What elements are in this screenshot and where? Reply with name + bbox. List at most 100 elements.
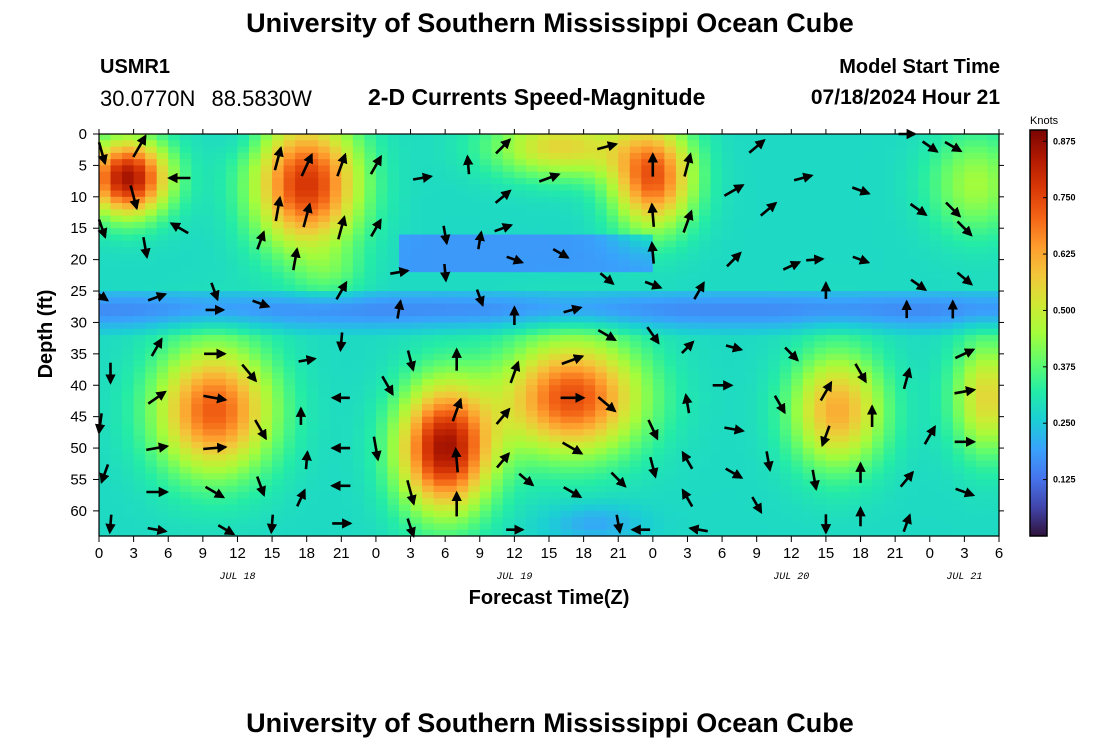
heatmap-cell [825, 190, 839, 198]
heatmap-cell [872, 297, 885, 305]
heatmap-cell [445, 492, 458, 499]
heatmap-cell [364, 159, 377, 167]
heatmap-cell [502, 353, 515, 361]
heatmap-cell [514, 152, 527, 160]
heatmap-cell [329, 429, 342, 437]
heatmap-cell [272, 448, 285, 455]
heatmap-cell [652, 529, 665, 537]
heatmap-cell [652, 140, 665, 148]
heatmap-cell [791, 517, 804, 525]
heatmap-cell [99, 460, 112, 468]
heatmap-cell [883, 322, 896, 330]
heatmap-cell [872, 190, 885, 198]
heatmap-cell [122, 309, 135, 317]
heatmap-cell [872, 391, 885, 399]
heatmap-cell [525, 291, 539, 298]
heatmap-cell [595, 492, 608, 499]
heatmap-cell [352, 291, 365, 298]
heatmap-cell [872, 517, 885, 525]
heatmap-cell [814, 328, 827, 336]
heatmap-cell [99, 397, 112, 405]
heatmap-cell [849, 152, 862, 160]
heatmap-cell [375, 215, 389, 223]
heatmap-cell [122, 322, 135, 330]
heatmap-cell [768, 429, 781, 437]
heatmap-cell [710, 391, 723, 399]
heatmap-cell [641, 448, 654, 455]
heatmap-cell [514, 221, 527, 229]
heatmap-cell [399, 335, 412, 342]
heatmap-cell [260, 510, 273, 518]
heatmap-cell [756, 466, 769, 474]
heatmap-cell [664, 134, 677, 141]
heatmap-cell [249, 159, 262, 167]
heatmap-cell [964, 466, 977, 474]
heatmap-cell [156, 416, 169, 424]
heatmap-cell [537, 479, 550, 487]
heatmap-cell [595, 215, 608, 223]
heatmap-cell [883, 517, 896, 525]
heatmap-cell [329, 272, 342, 280]
heatmap-cell [699, 523, 712, 531]
heatmap-cell [952, 291, 965, 298]
heatmap-cell [145, 460, 158, 468]
heatmap-cell [537, 460, 550, 468]
heatmap-cell [964, 391, 977, 399]
heatmap-cell [941, 372, 954, 380]
heatmap-cell [491, 177, 504, 185]
heatmap-cell [733, 196, 746, 204]
heatmap-cell [572, 140, 585, 148]
heatmap-cell [814, 504, 827, 512]
heatmap-cell [306, 259, 319, 267]
heatmap-cell [883, 460, 896, 468]
heatmap-cell [306, 221, 319, 229]
heatmap-cell [687, 353, 700, 361]
heatmap-cell [110, 272, 123, 280]
heatmap-cell [906, 517, 919, 525]
heatmap-cell [122, 466, 135, 474]
heatmap-cell [468, 347, 481, 355]
heatmap-cell [802, 422, 815, 430]
heatmap-cell [364, 335, 377, 342]
heatmap-cell [675, 328, 689, 336]
heatmap-cell [399, 165, 412, 173]
heatmap-cell [595, 473, 608, 481]
heatmap-cell [191, 416, 204, 424]
heatmap-cell [122, 479, 135, 487]
heatmap-cell [156, 397, 169, 405]
heatmap-cell [768, 435, 781, 443]
heatmap-cell [445, 196, 458, 204]
heatmap-cell [237, 140, 250, 148]
heatmap-cell [722, 529, 735, 537]
heatmap-cell [456, 247, 469, 254]
heatmap-cell [468, 165, 481, 173]
heatmap-cell [618, 397, 631, 405]
heatmap-cell [479, 353, 492, 361]
heatmap-cell [168, 203, 181, 210]
heatmap-cell [375, 466, 389, 474]
heatmap-cell [329, 410, 342, 418]
heatmap-cell [952, 284, 965, 292]
heatmap-cell [468, 416, 481, 424]
heatmap-cell [445, 422, 458, 430]
heatmap-cell [895, 253, 908, 261]
heatmap-cell [283, 171, 296, 179]
heatmap-cell [745, 171, 758, 179]
heatmap-cell [491, 140, 504, 148]
heatmap-cell [895, 529, 908, 537]
heatmap-cell [583, 429, 596, 437]
heatmap-cell [364, 240, 377, 248]
heatmap-cell [433, 278, 446, 286]
heatmap-cell [341, 259, 354, 267]
heatmap-cell [318, 297, 331, 305]
heatmap-cell [849, 209, 862, 217]
heatmap-cell [872, 397, 885, 405]
heatmap-cell [133, 479, 146, 487]
heatmap-cell [560, 492, 573, 499]
heatmap-cell [145, 391, 158, 399]
heatmap-cell [860, 159, 873, 167]
heatmap-cell [272, 215, 285, 223]
heatmap-cell [606, 215, 619, 223]
heatmap-cell [987, 309, 1000, 317]
heatmap-cell [514, 297, 527, 305]
